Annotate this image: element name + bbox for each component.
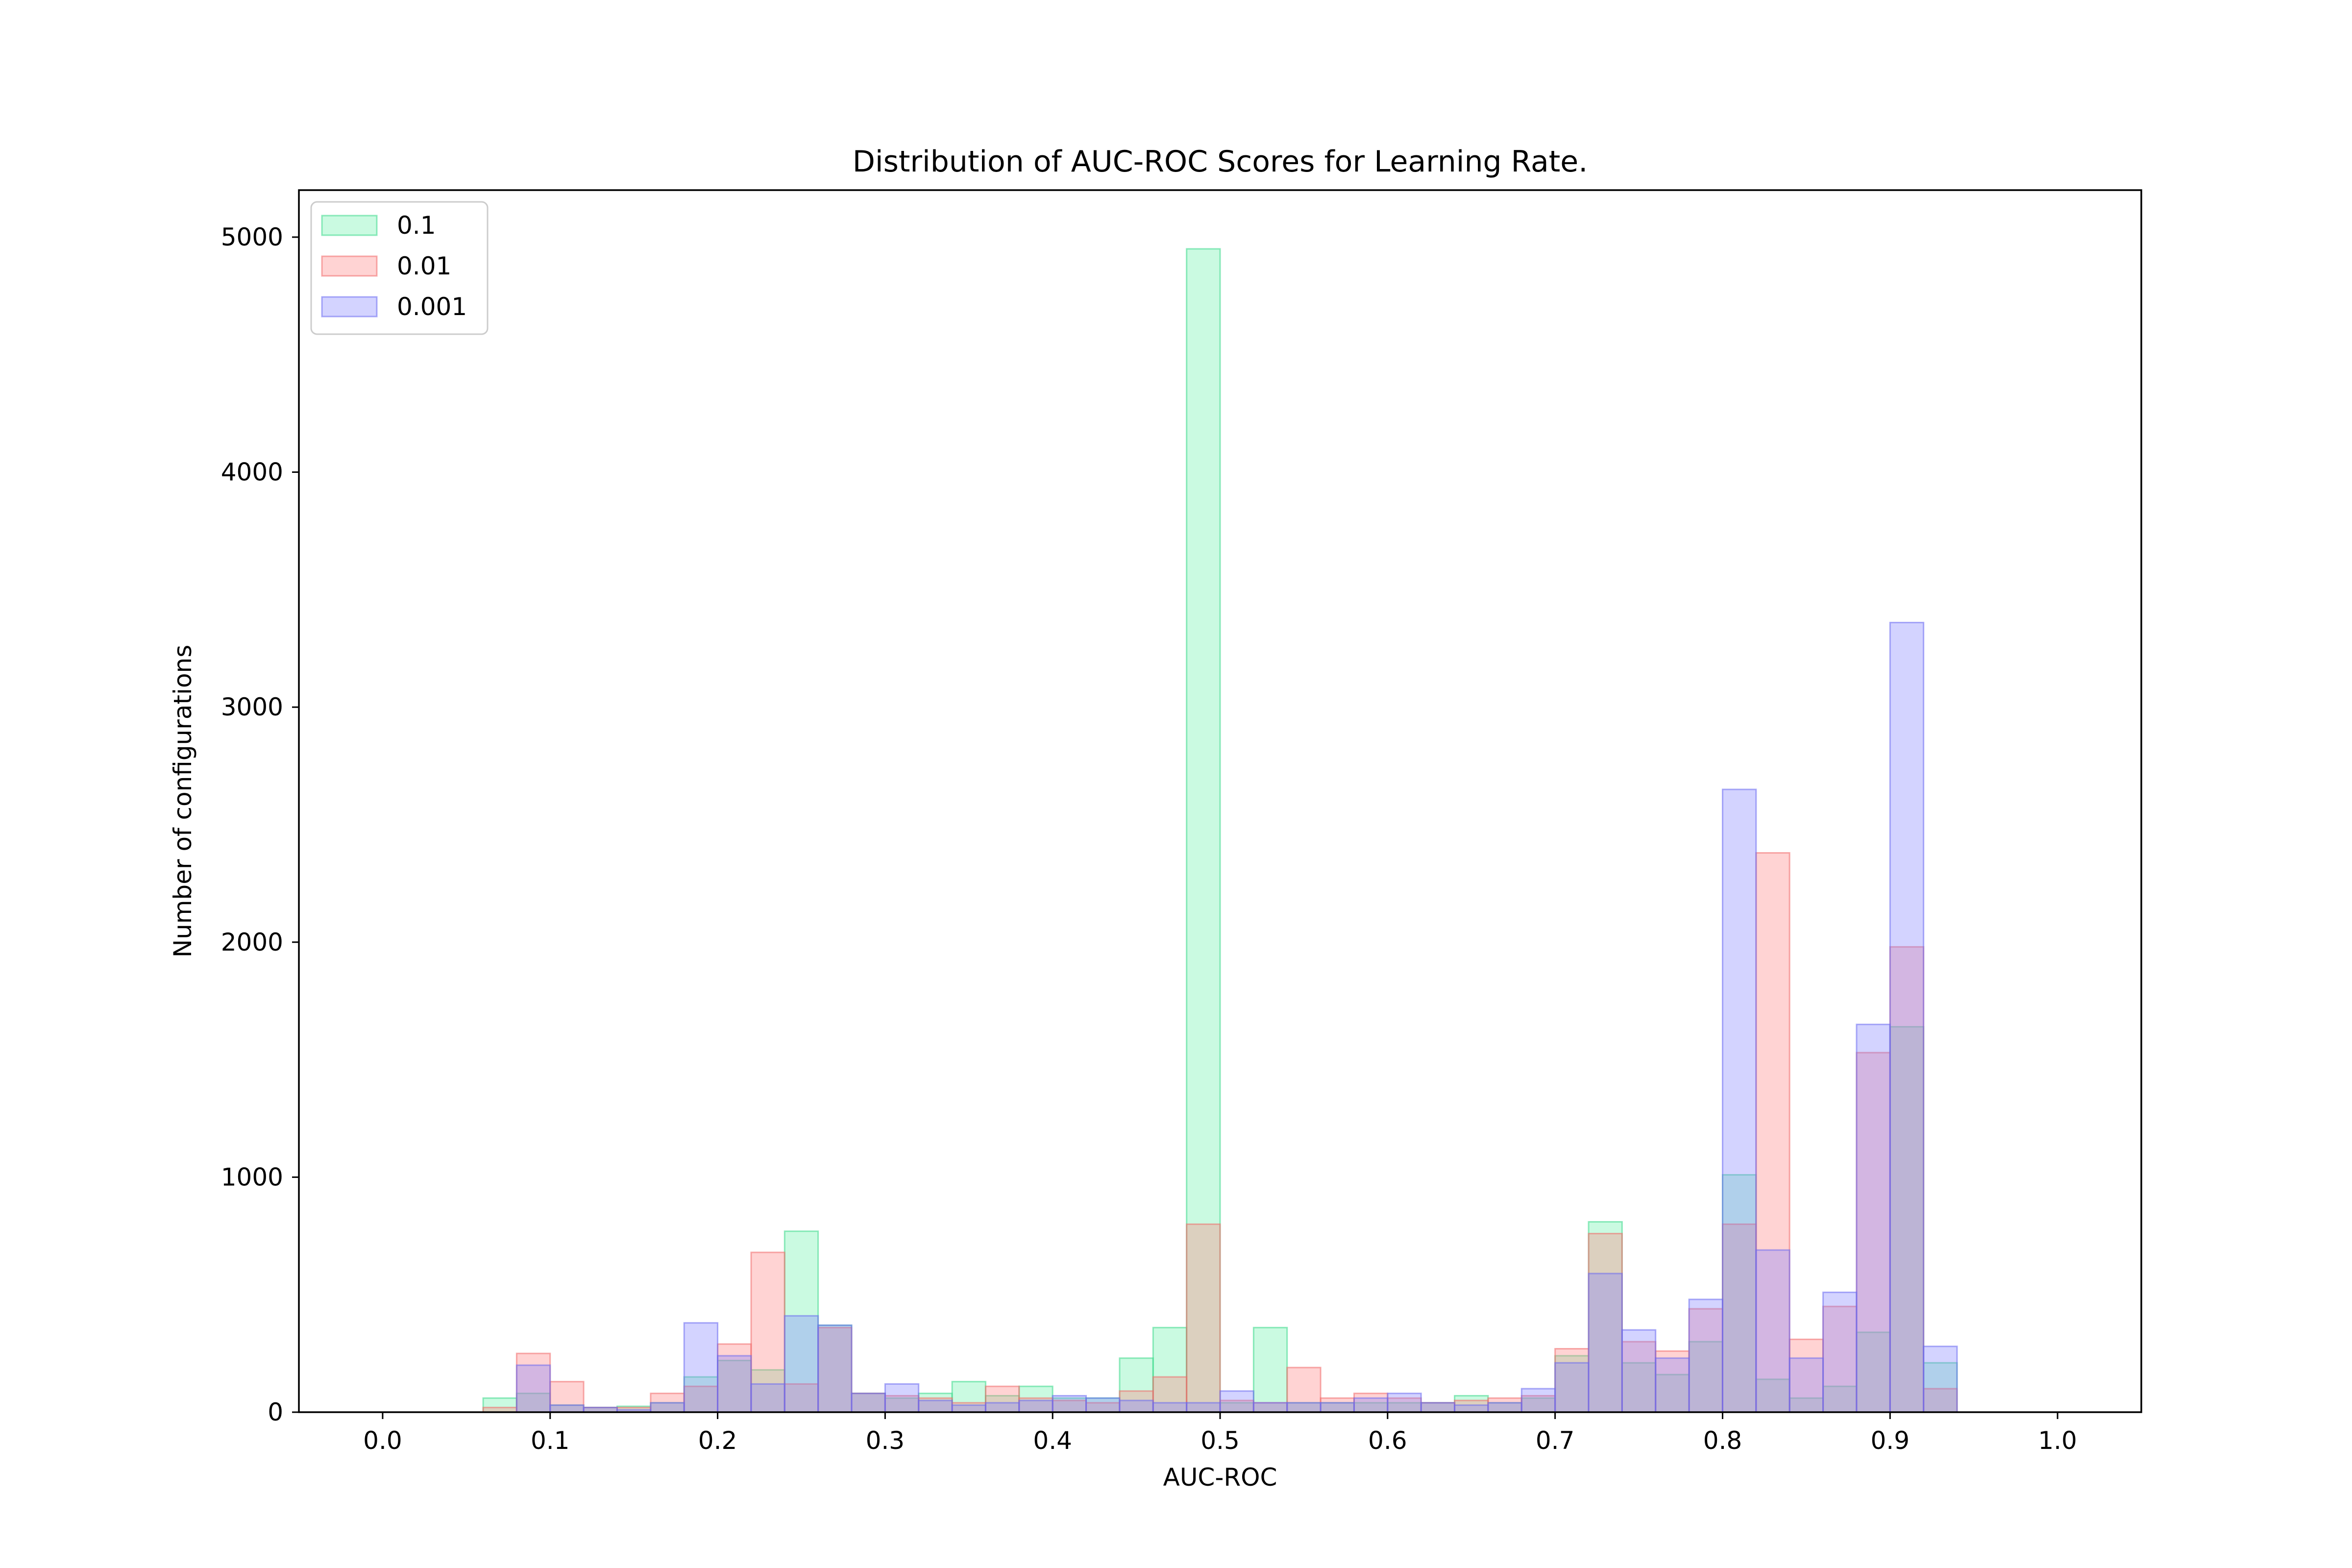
bar-0.01-bin-9 (784, 1383, 819, 1413)
bar-0.1-bin-1 (515, 1393, 551, 1413)
x-tick-label: 0.6 (1368, 1426, 1407, 1455)
bar-0.001-bin-29 (1454, 1404, 1489, 1413)
bar-0.001-bin-42 (1889, 621, 1925, 1413)
bar-0.001-bin-36 (1688, 1298, 1723, 1413)
x-tick-label: 0.7 (1536, 1426, 1575, 1455)
y-tick-label: 3000 (221, 693, 283, 721)
bar-0.001-bin-6 (683, 1322, 719, 1413)
bar-0.001-bin-18 (1085, 1397, 1121, 1413)
bar-0.001-bin-17 (1052, 1395, 1087, 1413)
bar-0.001-bin-39 (1788, 1357, 1824, 1413)
bar-0.001-bin-31 (1520, 1388, 1556, 1413)
x-tick-label: 0.4 (1033, 1426, 1072, 1455)
bar-0.001-bin-34 (1621, 1329, 1657, 1413)
bar-0.001-bin-11 (851, 1393, 886, 1413)
x-tick-label: 0.8 (1703, 1426, 1742, 1455)
bar-0.001-bin-37 (1721, 788, 1757, 1413)
bar-0.001-bin-28 (1420, 1402, 1456, 1413)
bar-0.001-bin-2 (549, 1404, 585, 1413)
bar-0.01-bin-42 (1889, 946, 1925, 1413)
bar-0.01-bin-21 (1186, 1223, 1221, 1413)
bar-0.001-bin-7 (717, 1355, 752, 1413)
x-axis-label: AUC-ROC (1163, 1463, 1277, 1492)
bar-0.1-bin-20 (1152, 1326, 1188, 1413)
legend-label-0.01: 0.01 (397, 252, 451, 280)
y-axis-label: Number of configurations (169, 645, 197, 958)
y-tick-label: 0 (268, 1398, 283, 1426)
bar-0.001-bin-26 (1353, 1397, 1389, 1413)
bar-0.1-bin-33 (1588, 1221, 1623, 1413)
bar-0.1-bin-9 (784, 1230, 819, 1413)
y-tick-label: 4000 (221, 458, 283, 487)
x-tick-label: 0.2 (698, 1426, 737, 1455)
bar-0.001-bin-38 (1755, 1249, 1790, 1413)
y-tick-label: 1000 (221, 1163, 283, 1191)
bar-0.001-bin-40 (1822, 1291, 1858, 1413)
bar-0.001-bin-1 (515, 1364, 551, 1413)
bar-0.01-bin-15 (984, 1385, 1020, 1413)
x-tick-label: 0.1 (531, 1426, 570, 1455)
bar-0.001-bin-23 (1252, 1402, 1288, 1413)
bar-0.1-bin-16 (1018, 1385, 1054, 1413)
bar-0.001-bin-35 (1655, 1357, 1690, 1413)
y-tick-label: 5000 (221, 223, 283, 251)
bar-0.001-bin-30 (1487, 1402, 1522, 1413)
x-tick-label: 0.0 (363, 1426, 402, 1455)
bar-0.001-bin-41 (1856, 1024, 1891, 1413)
bars-layer (482, 248, 1958, 1413)
bar-0.01-bin-41 (1856, 1052, 1891, 1413)
chart-title: Distribution of AUC-ROC Scores for Learn… (853, 145, 1588, 179)
legend: 0.1 0.01 0.001 (310, 201, 489, 335)
bar-0.1-bin-8 (750, 1369, 785, 1413)
legend-swatch-0.01 (321, 255, 378, 277)
bar-0.001-bin-9 (784, 1315, 819, 1413)
series-0.1-bars (482, 248, 1958, 1413)
bar-0.01-bin-43 (1923, 1388, 1958, 1413)
bar-0.001-bin-16 (1018, 1399, 1054, 1413)
bar-0.1-bin-21 (1186, 248, 1221, 1413)
bar-0.001-bin-25 (1320, 1402, 1355, 1413)
bar-0.01-bin-38 (1755, 852, 1790, 1413)
x-tick-label: 0.5 (1200, 1426, 1240, 1455)
bar-0.001-bin-24 (1286, 1402, 1322, 1413)
bar-0.001-bin-21 (1186, 1402, 1221, 1413)
x-tick-label: 0.9 (1871, 1426, 1910, 1455)
bar-0.001-bin-19 (1119, 1399, 1154, 1413)
bar-0.1-bin-10 (817, 1324, 853, 1413)
bar-0.001-bin-5 (650, 1402, 685, 1413)
bar-0.01-bin-8 (750, 1251, 785, 1413)
bar-0.001-bin-10 (817, 1324, 853, 1413)
x-tick-label: 1.0 (2038, 1426, 2077, 1455)
x-axis: 0.0 0.1 0.2 0.3 0.4 0.5 0.6 0.7 0.8 0.9 1.0 (363, 1412, 2077, 1455)
bar-0.001-bin-22 (1219, 1390, 1254, 1413)
bar-0.001-bin-13 (918, 1399, 953, 1413)
bar-0.001-bin-12 (884, 1383, 920, 1413)
bar-0.001-bin-20 (1152, 1402, 1188, 1413)
x-tick-label: 0.3 (866, 1426, 905, 1455)
bar-0.001-bin-15 (984, 1402, 1020, 1413)
bar-0.1-bin-19 (1119, 1357, 1154, 1413)
y-axis: 0 1000 2000 3000 4000 5000 (221, 223, 299, 1426)
bar-0.001-bin-43 (1923, 1346, 1958, 1413)
y-tick-label: 2000 (221, 928, 283, 956)
legend-label-0.001: 0.001 (397, 293, 467, 321)
bar-0.01-bin-35 (1655, 1350, 1690, 1413)
bar-0.01-bin-20 (1152, 1376, 1188, 1413)
bar-0.01-bin-39 (1788, 1338, 1824, 1413)
bar-0.001-bin-14 (951, 1404, 986, 1413)
legend-swatch-0.001 (321, 296, 378, 318)
bar-0.001-bin-32 (1554, 1362, 1590, 1413)
bar-0.1-bin-0 (482, 1397, 517, 1413)
bar-0.1-bin-23 (1252, 1326, 1288, 1413)
legend-swatch-0.1 (321, 215, 378, 236)
series-0.001-bars (515, 621, 1958, 1413)
legend-label-0.1: 0.1 (397, 211, 436, 240)
bar-0.001-bin-27 (1387, 1393, 1422, 1413)
bar-0.001-bin-8 (750, 1383, 785, 1413)
bar-0.001-bin-33 (1588, 1273, 1623, 1413)
